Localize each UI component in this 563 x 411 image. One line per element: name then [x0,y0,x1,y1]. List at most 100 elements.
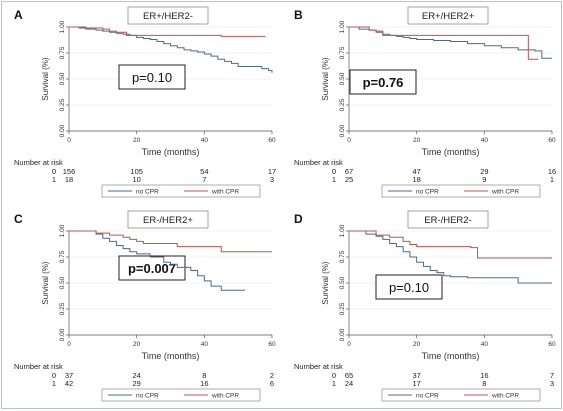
y-tick-label: 0.00 [339,328,346,341]
y-tick-label: 0.00 [339,124,346,137]
risk-count: 8 [482,379,486,388]
y-axis-label: Survival (%) [41,261,50,304]
risk-group-label: 0 [52,167,56,176]
curve-with-cpr [69,26,266,37]
risk-group-label: 1 [332,175,336,184]
risk-count: 54 [200,167,208,176]
risk-count: 65 [345,371,353,380]
legend-label: with CPR [211,393,239,400]
risk-count: 1 [550,175,554,184]
curve-with-cpr [349,26,539,60]
p-value-label: p=0.007 [128,261,176,276]
x-tick-label: 40 [481,137,489,144]
risk-count: 16 [480,371,488,380]
p-value-label: p=0.76 [363,75,404,90]
curve-no-cpr [349,26,552,59]
x-tick-label: 60 [548,137,556,144]
p-value-box [375,274,443,300]
x-tick-label: 20 [133,137,141,144]
y-tick-label: 0.75 [339,250,346,263]
legend-box [381,184,541,198]
risk-count: 37 [412,371,420,380]
km-chart-svg: B ER+/HER2+ 0.00 0.25 0.50 0.75 1.00 Survival (… [294,6,556,198]
number-at-risk-title: Number at risk [294,158,343,167]
risk-count: 17 [412,379,420,388]
panel-letter: A [14,8,23,22]
legend-label: no CPR [416,189,439,196]
risk-count: 7 [202,175,206,184]
panel-letter: B [294,8,303,22]
y-tick-label: 0.50 [339,72,346,85]
x-tick-label: 60 [548,341,556,348]
y-axis-label: Survival (%) [321,57,330,100]
risk-count: 3 [550,379,554,388]
y-tick-label: 0.75 [59,46,66,59]
risk-group-label: 0 [332,167,336,176]
subtitle-box [407,6,489,25]
risk-count: 6 [270,379,274,388]
x-axis-label: Time (months) [422,351,480,361]
km-chart-svg: A ER+/HER2- 0.00 0.25 0.50 0.75 1.00 Survival (… [14,6,276,198]
y-tick-label: 0.00 [59,124,66,137]
x-tick-label: 40 [481,341,489,348]
y-tick-label: 1.00 [339,224,346,237]
legend-label: no CPR [416,393,439,400]
x-tick-label: 20 [133,341,141,348]
risk-count: 7 [550,371,554,380]
x-tick-label: 60 [268,137,276,144]
panel-title: ER+/HER2+ [422,11,475,22]
y-tick-label: 0.75 [59,250,66,263]
risk-count: 3 [270,175,274,184]
legend-box [101,184,261,198]
risk-count: 25 [345,175,353,184]
y-tick-label: 0.25 [339,98,346,111]
p-value-box [118,64,186,90]
risk-group-label: 0 [332,371,336,380]
risk-count: 29 [132,379,140,388]
y-tick-label: 0.50 [339,276,346,289]
p-value-box [349,69,417,95]
risk-count: 105 [130,167,143,176]
y-tick-label: 0.75 [339,46,346,59]
x-tick-label: 40 [201,137,209,144]
y-tick-label: 0.50 [59,276,66,289]
number-at-risk-title: Number at risk [14,158,63,167]
risk-count: 156 [63,167,76,176]
x-tick-label: 0 [67,341,71,348]
panel-letter: D [294,212,303,226]
risk-count: 8 [202,371,206,380]
y-tick-label: 0.25 [59,98,66,111]
y-axis-label: Survival (%) [321,261,330,304]
y-tick-label: 0.25 [339,302,346,315]
risk-count: 29 [480,167,488,176]
panel-a: A ER+/HER2- 0.00 0.25 0.50 0.75 1.00 Survival (… [4,4,276,200]
legend-label: with CPR [491,393,519,400]
panel-title: ER-/HER2- [424,215,472,226]
panel-c: C ER-/HER2+ 0.00 0.25 0.50 0.75 1.00 Survival (… [4,208,276,404]
risk-count: 16 [200,379,208,388]
legend-box [381,388,541,402]
p-value-box [118,255,186,281]
risk-count: 24 [345,379,353,388]
y-tick-label: 1.00 [59,224,66,237]
risk-group-label: 0 [52,371,56,380]
x-axis-label: Time (months) [142,147,200,157]
curve-with-cpr [69,230,272,253]
risk-count: 17 [268,167,276,176]
y-axis-label: Survival (%) [41,57,50,100]
curve-with-cpr [349,230,552,259]
x-tick-label: 0 [347,341,351,348]
subtitle-box [127,6,209,25]
panel-title: ER-/HER2+ [143,215,193,226]
panel-b: B ER+/HER2+ 0.00 0.25 0.50 0.75 1.00 Survival (… [284,4,556,200]
panel-d: D ER-/HER2- 0.00 0.25 0.50 0.75 1.00 Survival (… [284,208,556,404]
y-tick-label: 0.25 [59,302,66,315]
km-chart-svg: D ER-/HER2- 0.00 0.25 0.50 0.75 1.00 Survival (… [294,210,556,402]
risk-group-label: 1 [52,175,56,184]
risk-group-label: 1 [332,379,336,388]
panel-title: ER+/HER2- [143,11,193,22]
y-tick-label: 0.50 [59,72,66,85]
subtitle-box [407,210,489,229]
legend-label: with CPR [491,189,519,196]
risk-count: 16 [548,167,556,176]
